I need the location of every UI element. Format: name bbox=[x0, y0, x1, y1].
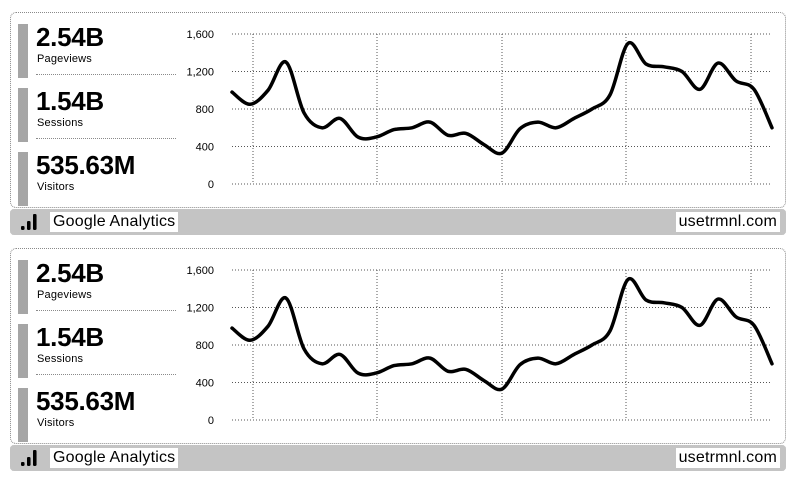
title-bar: Google Analytics usetrmnl.com bbox=[10, 445, 786, 471]
divider bbox=[36, 138, 176, 139]
bar-chart-icon bbox=[21, 214, 37, 230]
stat-indicator bbox=[18, 88, 28, 142]
title-bar: Google Analytics usetrmnl.com bbox=[10, 209, 786, 235]
series-line bbox=[230, 276, 774, 392]
divider bbox=[36, 374, 176, 375]
stat-label: Sessions bbox=[37, 353, 84, 365]
stat-value: 1.54B bbox=[36, 86, 104, 116]
divider bbox=[36, 74, 176, 75]
stat-label: Visitors bbox=[37, 181, 75, 193]
panel-frame bbox=[10, 248, 786, 444]
stat-label: Sessions bbox=[37, 117, 84, 129]
plugin-name: Google Analytics bbox=[50, 212, 179, 232]
stat-value: 2.54B bbox=[36, 258, 104, 288]
plugin-name: Google Analytics bbox=[50, 448, 179, 468]
analytics-panel: 2.54B Pageviews 1.54B Sessions 535.63M V… bbox=[10, 12, 786, 235]
stat-label: Visitors bbox=[37, 417, 75, 429]
y-tick-label: 800 bbox=[196, 104, 214, 116]
stat-indicator bbox=[18, 324, 28, 378]
panel-frame bbox=[10, 12, 786, 208]
bar-chart-icon bbox=[21, 450, 37, 466]
y-tick-label: 800 bbox=[196, 340, 214, 352]
stat-value: 2.54B bbox=[36, 22, 104, 52]
stat-indicator bbox=[18, 24, 28, 78]
y-tick-label: 400 bbox=[196, 378, 214, 390]
line-chart: 0 400 800 1,200 1,600 bbox=[186, 29, 774, 191]
instance-name: usetrmnl.com bbox=[675, 212, 780, 232]
y-tick-label: 1,200 bbox=[186, 67, 214, 79]
y-tick-label: 1,600 bbox=[186, 29, 214, 41]
stat-indicator bbox=[18, 260, 28, 314]
stat-value: 1.54B bbox=[36, 322, 104, 352]
y-tick-label: 0 bbox=[208, 415, 214, 427]
stat-indicator bbox=[18, 388, 28, 442]
y-tick-label: 1,200 bbox=[186, 303, 214, 315]
y-tick-label: 0 bbox=[208, 179, 214, 191]
line-chart: 0 400 800 1,200 1,600 bbox=[186, 265, 774, 427]
divider bbox=[36, 310, 176, 311]
stat-value: 535.63M bbox=[36, 386, 136, 416]
y-tick-label: 400 bbox=[196, 142, 214, 154]
instance-name: usetrmnl.com bbox=[675, 448, 780, 468]
stat-label: Pageviews bbox=[37, 53, 92, 65]
analytics-panel: 2.54B Pageviews 1.54B Sessions 535.63M V… bbox=[0, 236, 795, 476]
y-tick-label: 1,600 bbox=[186, 265, 214, 277]
series-line bbox=[230, 40, 774, 156]
stat-value: 535.63M bbox=[36, 150, 136, 180]
stat-label: Pageviews bbox=[37, 289, 92, 301]
stat-indicator bbox=[18, 152, 28, 206]
